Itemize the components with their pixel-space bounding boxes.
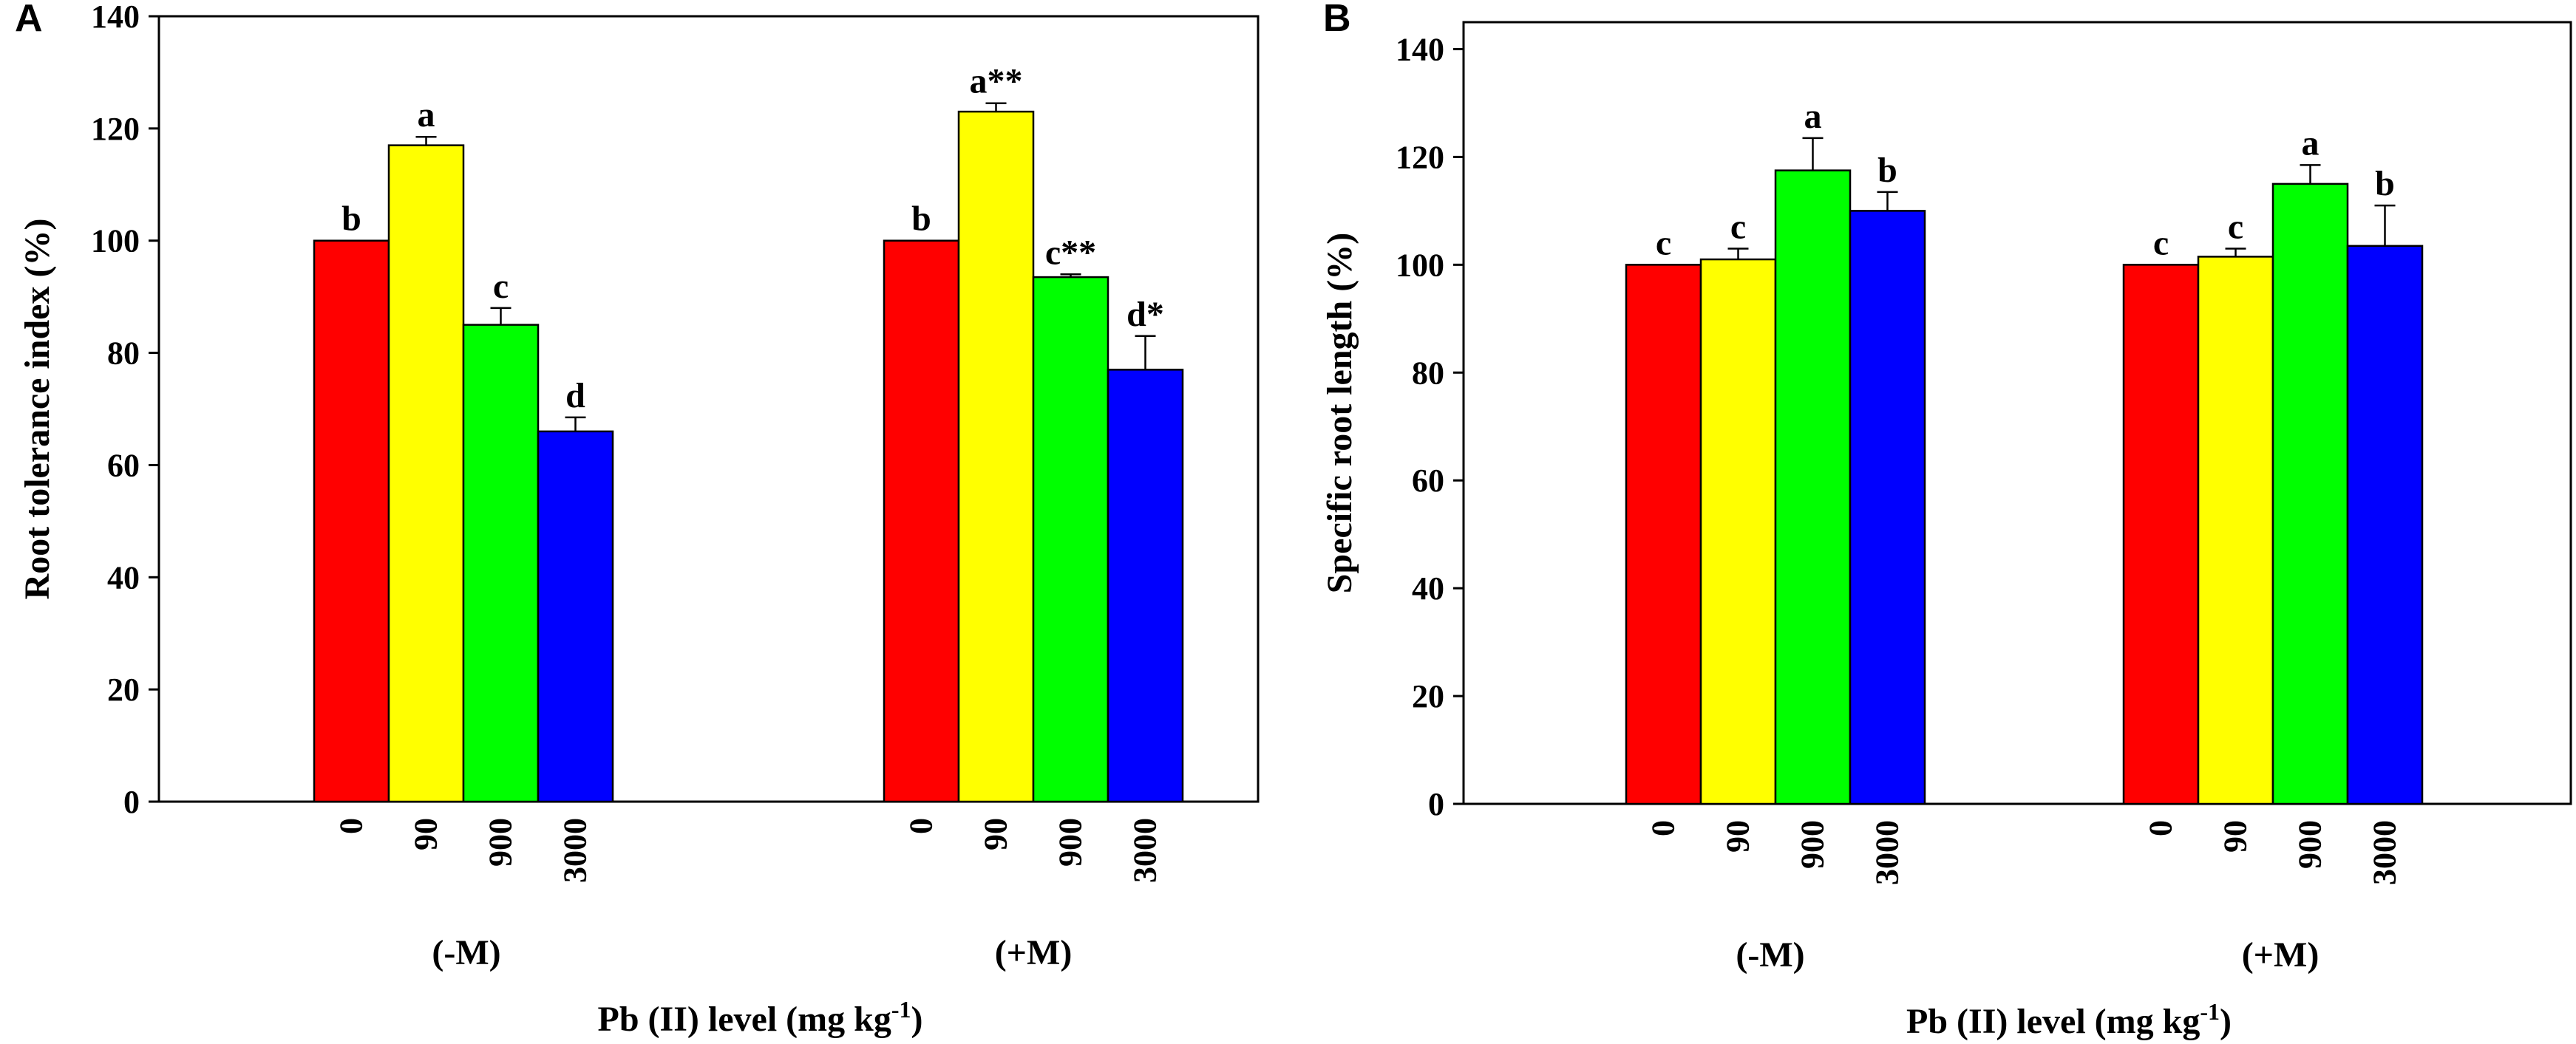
bar [2271, 182, 2349, 805]
significance-label: b [2375, 164, 2395, 203]
y-tick-label: 60 [107, 447, 140, 483]
significance-label: c [2228, 207, 2243, 246]
significance-label: d [565, 376, 585, 415]
x-tick-label: 0 [903, 818, 939, 834]
x-tick-label: 3000 [557, 818, 594, 883]
x-tick-label: 3000 [1127, 818, 1163, 883]
bar [537, 430, 614, 803]
bar [2122, 264, 2200, 805]
x-tick-label: 900 [2292, 820, 2328, 869]
x-tick-label: 90 [1720, 820, 1756, 853]
y-tick-label: 120 [1396, 139, 1444, 175]
bar [1107, 369, 1184, 803]
significance-label: c [493, 267, 509, 306]
y-tick-label: 100 [91, 223, 140, 259]
y-tick-label: 100 [1396, 247, 1444, 283]
bar [2197, 256, 2274, 805]
x-tick-label: 3000 [1869, 820, 1906, 885]
x-axis-label: Pb (II) level (mg kg-1) [1906, 998, 2232, 1041]
y-tick-label: 40 [107, 559, 140, 596]
x-tick-label: 90 [408, 818, 444, 850]
group-label: (-M) [432, 933, 500, 972]
y-tick-label: 120 [91, 111, 140, 147]
y-axis-label: Root tolerance index (%) [18, 219, 57, 600]
bar [1032, 276, 1109, 803]
y-tick-label: 140 [91, 0, 140, 35]
significance-label: a [2302, 123, 2320, 163]
bar [462, 324, 540, 803]
significance-label: c [1656, 223, 1671, 262]
y-tick-label: 20 [107, 672, 140, 708]
y-tick-label: 80 [1412, 355, 1444, 391]
panel-b: B 0 20 40 60 80 100 120 140 Specific root length … [1320, 0, 2572, 1041]
x-tick-label: 3000 [2367, 820, 2403, 885]
y-tick-label: 20 [1412, 678, 1444, 714]
bar [1625, 264, 1702, 805]
x-tick-label: 90 [978, 818, 1014, 850]
bar [1699, 258, 1777, 805]
group-label: (-M) [1736, 935, 1804, 975]
plot-frame [1462, 21, 2572, 805]
y-tick-label: 0 [123, 784, 140, 820]
x-tick-label: 0 [333, 818, 370, 834]
significance-label: b [1877, 151, 1897, 190]
x-tick-label: 0 [2143, 820, 2179, 836]
x-axis-label: Pb (II) level (mg kg-1) [598, 996, 923, 1039]
y-tick-label: 80 [107, 335, 140, 372]
plot-frame [157, 15, 1260, 803]
y-tick-label: 140 [1396, 31, 1444, 67]
y-tick-label: 40 [1412, 570, 1444, 607]
bar [2346, 245, 2424, 805]
bar [883, 239, 960, 803]
x-tick-label: 900 [1053, 818, 1089, 867]
significance-label: a** [970, 62, 1023, 101]
panel-letter: B [1323, 0, 1351, 40]
significance-label: a [418, 95, 435, 134]
x-tick-label: 900 [483, 818, 519, 867]
significance-label: d* [1126, 295, 1164, 334]
significance-label: b [341, 199, 361, 239]
significance-label: c [1730, 207, 1746, 246]
significance-label: a [1804, 97, 1822, 136]
x-tick-label: 90 [2218, 820, 2254, 853]
group-label: (+M) [995, 933, 1073, 972]
bar [957, 110, 1035, 803]
y-tick-label: 0 [1428, 786, 1444, 822]
bar [1774, 169, 1852, 805]
x-tick-label: 0 [1645, 820, 1682, 836]
significance-label: b [911, 199, 931, 239]
bar [313, 239, 390, 803]
significance-label: c** [1045, 233, 1096, 272]
significance-label: c [2153, 223, 2169, 262]
panel-letter: A [15, 0, 43, 40]
bar [387, 144, 465, 803]
x-tick-label: 900 [1795, 820, 1831, 869]
y-tick-label: 60 [1412, 463, 1444, 499]
bar [1849, 210, 1926, 805]
panel-a: A 0 20 40 60 80 100 120 140 Root tolerance index … [15, 0, 1260, 1039]
group-label: (+M) [2242, 935, 2320, 975]
y-axis-label: Specific root length (%) [1320, 233, 1359, 593]
